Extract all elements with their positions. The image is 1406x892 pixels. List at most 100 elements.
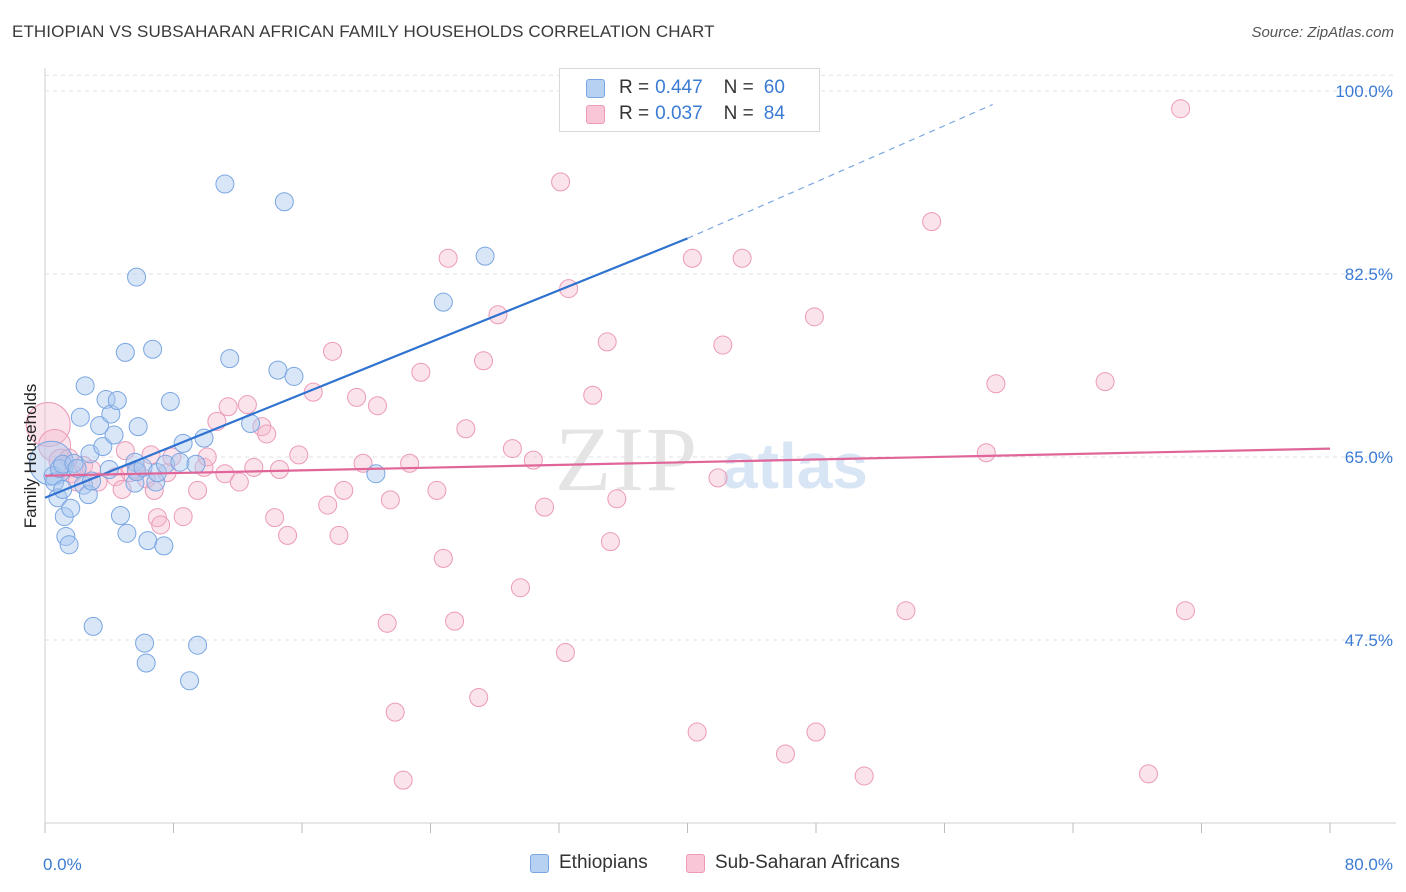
ethiopians-point <box>366 464 386 484</box>
legend-item-sub-saharan: Sub-Saharan Africans <box>686 852 900 874</box>
ethiopians-point <box>128 417 148 437</box>
sub-saharan-point <box>257 424 277 444</box>
sub-saharan-point <box>474 351 494 371</box>
ethiopians-point <box>115 342 135 362</box>
legend-label-ethiopians: Ethiopians <box>559 852 648 873</box>
sub-saharan-point <box>456 419 476 439</box>
sub-saharan-point <box>318 495 338 515</box>
chart-title: ETHIOPIAN VS SUBSAHARAN AFRICAN FAMILY H… <box>12 22 715 41</box>
watermark-zip: ZIP <box>555 408 699 510</box>
legend-swatch-pink <box>686 853 705 873</box>
sub-saharan-point <box>188 480 208 500</box>
trend-lines <box>44 103 1331 499</box>
sub-saharan-point <box>708 468 728 488</box>
ethiopians-point <box>61 498 81 518</box>
sub-saharan-point <box>682 248 702 268</box>
legend-r-label: R = <box>619 103 650 124</box>
sub-saharan-point <box>597 332 617 352</box>
x-tick-label: 0.0% <box>43 855 82 874</box>
sub-saharan-point <box>380 490 400 510</box>
ethiopians-point <box>75 376 95 396</box>
sub-saharan-point <box>106 467 126 487</box>
ethiopians-point <box>433 292 453 312</box>
sub-saharan-point <box>1175 601 1195 621</box>
ethiopians-point <box>173 433 193 453</box>
ethiopians-trend-line <box>44 237 688 499</box>
legend-swatch-pink <box>586 104 605 124</box>
sub-saharan-point <box>713 335 733 355</box>
sub-saharan-trend-line <box>44 447 1331 477</box>
sub-saharan-point <box>215 464 235 484</box>
legend-n-value: 84 <box>763 103 785 124</box>
ethiopians-point <box>274 192 294 212</box>
legend-n-value: 60 <box>763 77 785 98</box>
sub-saharan-point <box>510 578 530 598</box>
sub-saharan-point <box>804 307 824 327</box>
ethiopians-point <box>90 416 110 436</box>
sub-saharan-point <box>400 453 420 473</box>
sub-saharan-point <box>854 766 874 786</box>
sub-saharan-point <box>329 525 349 545</box>
ethiopians-point <box>64 453 84 473</box>
watermark-atlas: atlas <box>722 430 868 502</box>
ethiopians-point <box>107 390 127 410</box>
sub-saharan-point <box>347 387 367 407</box>
ethiopians-point <box>170 452 190 472</box>
sub-saharan-point <box>535 497 555 517</box>
sub-saharan-point <box>896 601 916 621</box>
sub-saharan-point <box>237 395 257 415</box>
sub-saharan-point <box>732 248 752 268</box>
sub-saharan-point <box>976 443 996 463</box>
sub-saharan-point <box>806 722 826 742</box>
sub-saharan-point <box>1095 372 1115 392</box>
x-tick-label: 80.0% <box>1345 855 1393 874</box>
legend-swatch-blue <box>530 853 549 873</box>
ethiopians-point <box>53 479 73 499</box>
sub-saharan-point <box>229 472 249 492</box>
legend-r-label: R = <box>619 77 650 98</box>
sub-saharan-point <box>607 489 627 509</box>
series-ethiopians <box>28 174 495 691</box>
sub-saharan-point <box>353 453 373 473</box>
series-legend: Ethiopians Sub-Saharan Africans <box>0 852 1406 878</box>
ethiopians-point <box>136 653 156 673</box>
legend-label-sub-saharan: Sub-Saharan Africans <box>715 852 900 873</box>
sub-saharan-point <box>385 702 405 722</box>
ethiopians-point <box>475 246 495 266</box>
legend-r-value: 0.447 <box>655 77 703 98</box>
ethiopians-point <box>135 633 155 653</box>
sub-saharan-point <box>278 525 298 545</box>
ethiopians-point <box>127 267 147 287</box>
ethiopians-point <box>104 425 124 445</box>
sub-saharan-point <box>922 212 942 232</box>
sub-saharan-point <box>173 507 193 527</box>
sub-saharan-point <box>775 744 795 764</box>
legend-row-ethiopians: R = 0.447 N = 60 <box>586 77 785 99</box>
ethiopians-point <box>154 536 174 556</box>
sub-saharan-point <box>433 548 453 568</box>
correlation-legend: R = 0.447 N = 60 R = 0.037 N = 84 <box>559 68 820 132</box>
sub-saharan-point <box>1171 99 1191 119</box>
ethiopians-point <box>268 360 288 380</box>
ethiopians-point <box>110 506 130 526</box>
sub-saharan-point <box>551 172 571 192</box>
y-tick-label: 100.0% <box>1335 82 1393 101</box>
legend-swatch-blue <box>586 78 605 98</box>
axes: 47.5% 65.0% 82.5% 100.0% 0.0% 80.0% <box>43 68 1396 874</box>
sub-saharan-point <box>265 508 285 528</box>
sub-saharan-point <box>270 460 290 480</box>
ethiopians-point <box>284 366 304 386</box>
sub-saharan-point <box>555 643 575 663</box>
watermark: ZIP atlas <box>555 408 868 510</box>
sub-saharan-point <box>583 385 603 405</box>
sub-saharan-point <box>427 480 447 500</box>
sub-saharan-point <box>986 374 1006 394</box>
sub-saharan-point <box>323 341 343 361</box>
ethiopians-point <box>143 339 163 359</box>
legend-r-value: 0.037 <box>655 103 703 124</box>
legend-item-ethiopians: Ethiopians <box>530 852 648 874</box>
sub-saharan-point <box>197 447 217 467</box>
sub-saharan-point <box>469 688 489 707</box>
sub-saharan-point <box>367 396 387 416</box>
ethiopians-point <box>188 635 208 655</box>
